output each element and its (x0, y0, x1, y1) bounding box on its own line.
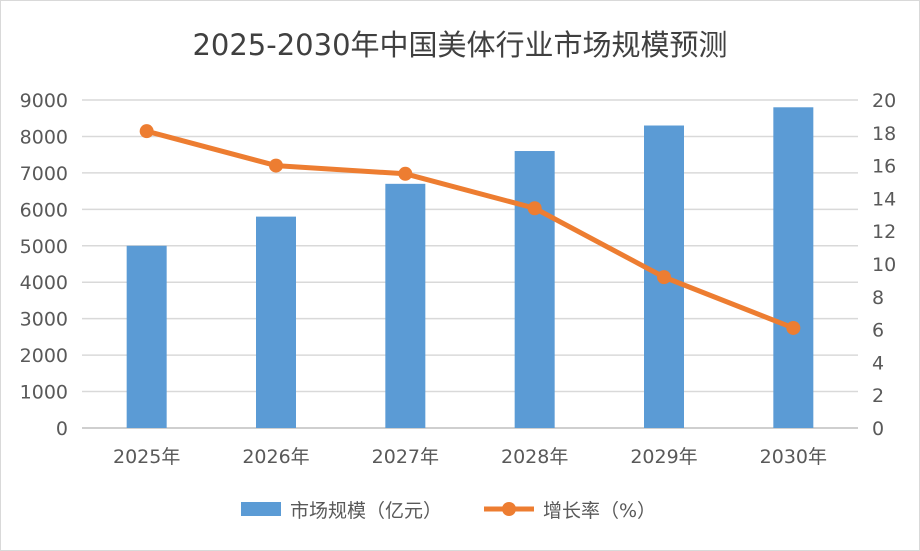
y-right-tick-label: 20 (872, 90, 896, 112)
legend-bar-swatch (241, 502, 281, 516)
y-left-tick-label: 3000 (20, 309, 68, 331)
y-right-tick-label: 10 (872, 254, 896, 276)
point-growth-rate (527, 201, 542, 216)
x-tick-label: 2029年 (630, 446, 697, 468)
bar-market-size (126, 245, 167, 428)
point-growth-rate (139, 124, 154, 139)
chart-title: 2025-2030年中国美体行业市场规模预测 (192, 28, 727, 62)
x-tick-label: 2026年 (242, 446, 309, 468)
bar-market-size (773, 107, 814, 429)
y-left-tick-label: 8000 (20, 126, 68, 148)
y-right-tick-label: 12 (872, 221, 896, 243)
point-growth-rate (657, 270, 671, 285)
point-growth-rate (269, 158, 283, 173)
x-tick-label: 2030年 (760, 446, 827, 468)
y-left-tick-label: 9000 (20, 90, 68, 112)
y-right-tick-label: 2 (872, 385, 884, 407)
legend-line-marker (502, 502, 516, 516)
y-right-tick-label: 4 (872, 352, 884, 374)
y-right-tick-label: 8 (872, 287, 884, 309)
legend: 市场规模（亿元） 增长率（%） (241, 500, 656, 522)
x-tick-label: 2027年 (372, 446, 439, 468)
bar-market-size (256, 216, 296, 428)
y-right-tick-label: 18 (872, 123, 896, 145)
y-left-tick-label: 4000 (20, 272, 68, 294)
point-growth-rate (786, 320, 801, 335)
y-left-tick-label: 2000 (20, 345, 68, 367)
line-growth-rate (146, 128, 795, 331)
x-tick-label: 2028年 (501, 446, 568, 468)
y-left-tick-label: 5000 (20, 236, 68, 258)
y-left-tick-label: 1000 (20, 382, 68, 404)
y-right-tick-label: 6 (872, 320, 884, 342)
point-growth-rate (398, 166, 413, 181)
y-right-tick-label: 0 (872, 418, 884, 440)
bar-market-size (385, 183, 426, 428)
y-right-tick-label: 14 (872, 188, 896, 210)
legend-line-label: 增长率（%） (543, 500, 656, 522)
y-left-tick-label: 6000 (20, 199, 68, 221)
x-tick-label: 2025年 (113, 446, 180, 468)
y-right-tick-label: 16 (872, 156, 896, 178)
bar-market-size (514, 151, 555, 428)
y-left-tick-label: 0 (56, 418, 68, 440)
legend-bar-label: 市场规模（亿元） (290, 500, 442, 522)
y-left-tick-label: 7000 (20, 163, 68, 185)
